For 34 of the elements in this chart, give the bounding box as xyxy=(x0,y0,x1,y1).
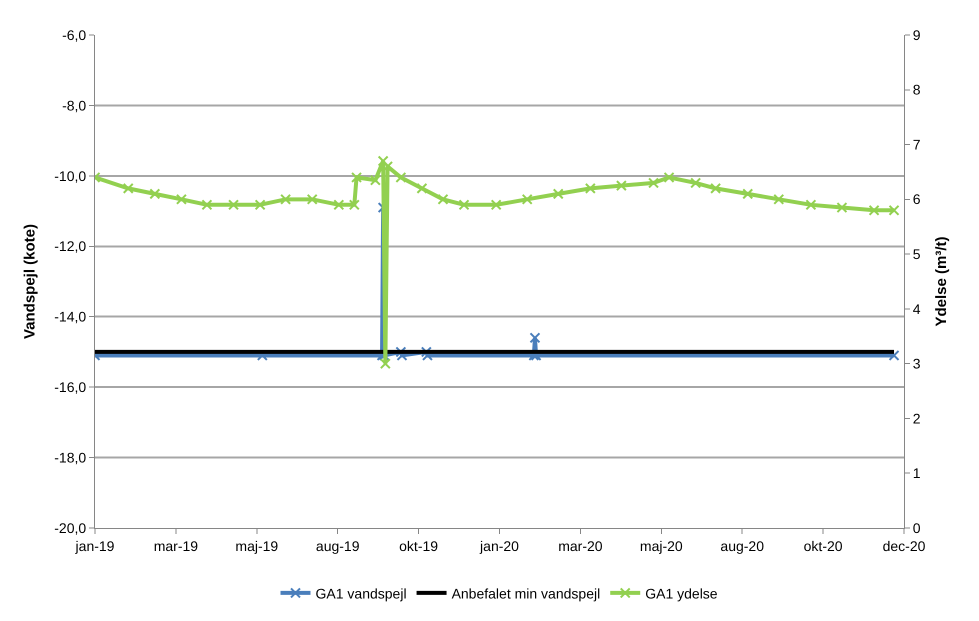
y2-axis-title: Ydelse (m³/t) xyxy=(932,236,950,327)
y-tick-label: -12,0 xyxy=(54,238,86,254)
legend-label: GA1 ydelse xyxy=(645,585,718,602)
x-tick-label: maj-20 xyxy=(640,538,683,554)
y-tick-label: -6,0 xyxy=(62,26,86,43)
x-tick-label: mar-19 xyxy=(154,538,198,554)
y2-tick-label: 0 xyxy=(912,520,921,536)
y2-tick-label: 4 xyxy=(912,300,921,317)
y2-tick-label: 8 xyxy=(912,82,921,98)
y-tick-label: -16,0 xyxy=(54,379,86,396)
x-tick-label: maj-19 xyxy=(235,538,278,554)
x-tick-label: jan-19 xyxy=(74,538,115,554)
y2-tick-label: 2 xyxy=(912,410,921,426)
legend-label: Anbefalet min vandspejl xyxy=(452,585,600,602)
y2-tick-label: 6 xyxy=(912,191,921,208)
y2-tick-label: 3 xyxy=(912,356,921,372)
y2-tick-label: 1 xyxy=(912,465,921,482)
legend-label: GA1 vandspejl xyxy=(316,585,407,602)
y-tick-label: -8,0 xyxy=(62,97,86,114)
y-tick-label: -14,0 xyxy=(54,308,86,325)
x-tick-label: aug-20 xyxy=(720,538,764,554)
y2-tick-label: 5 xyxy=(912,246,921,262)
x-tick-label: aug-19 xyxy=(316,538,360,554)
x-tick-label: okt-20 xyxy=(804,538,843,554)
y-tick-label: -20,0 xyxy=(54,520,86,536)
y-axis-title: Vandspejl (kote) xyxy=(22,224,39,340)
x-tick-label: jan-20 xyxy=(479,538,520,554)
y2-tick-label: 7 xyxy=(912,136,921,152)
x-tick-label: mar-20 xyxy=(558,538,603,554)
y-tick-label: -18,0 xyxy=(54,449,86,466)
y-tick-label: -10,0 xyxy=(54,168,86,184)
x-tick-label: dec-20 xyxy=(882,538,926,554)
y2-tick-label: 9 xyxy=(912,26,921,43)
x-tick-label: okt-19 xyxy=(399,538,438,554)
